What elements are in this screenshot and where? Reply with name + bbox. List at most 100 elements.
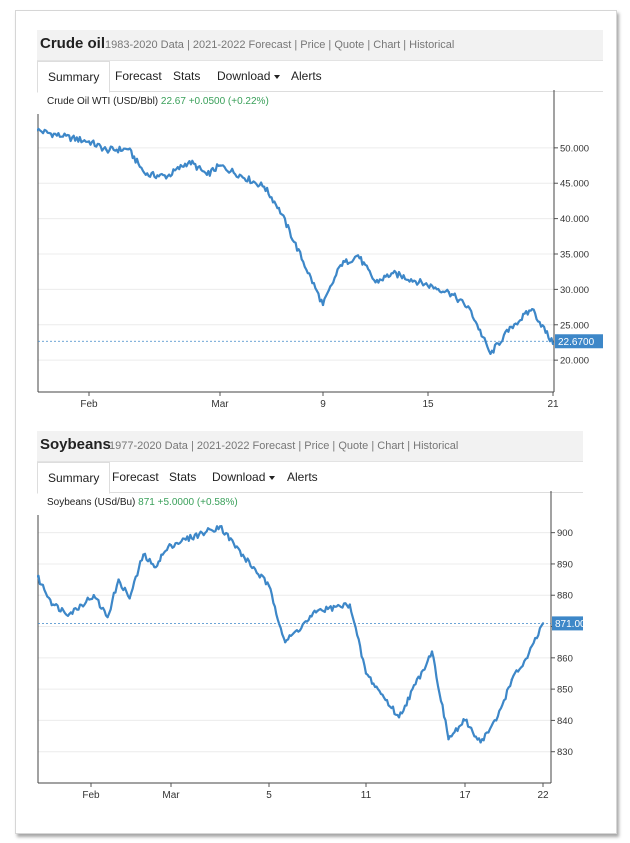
x-tick-label: Mar (162, 790, 180, 801)
data-point (218, 164, 222, 167)
data-point (348, 603, 352, 606)
tab-forecast[interactable]: Forecast (115, 69, 162, 83)
y-tick-label: 20.000 (560, 356, 589, 367)
data-point (205, 173, 209, 176)
nav-links[interactable]: 1977-2020 Data | 2021-2022 Forecast | Pr… (109, 440, 459, 452)
data-point (530, 308, 534, 311)
data-point (243, 556, 246, 559)
tab-stats[interactable]: Stats (173, 69, 201, 83)
data-point (526, 656, 529, 660)
data-point (105, 148, 108, 152)
data-point (447, 737, 450, 741)
data-point (153, 565, 156, 569)
data-point (87, 140, 91, 143)
x-tick-label: 9 (320, 399, 326, 410)
current-price-label: 871.00 (555, 619, 583, 630)
data-point (468, 307, 471, 310)
data-point (277, 206, 281, 210)
soybeans-panel: Soybeans 1977-2020 Data | 2021-2022 Fore… (37, 431, 583, 801)
x-tick-label: 11 (361, 790, 372, 801)
tab-alerts[interactable]: Alerts (287, 470, 318, 484)
legend-change: +5.0000 (+0.58%) (157, 497, 238, 508)
current-price-label: 22.6700 (558, 337, 595, 348)
chart-legend: Soybeans (USd/Bu) 871 +5.0000 (+0.58%) (47, 497, 238, 508)
data-point (106, 615, 109, 619)
data-point (430, 650, 434, 653)
x-tick-label: Feb (80, 399, 98, 410)
soybeans-chart[interactable]: 830840850860870880890900FebMar5111722871… (37, 491, 583, 801)
y-tick-label: 840 (557, 716, 573, 727)
y-tick-label: 860 (557, 653, 573, 664)
data-point (218, 525, 222, 528)
legend-price: 871 (138, 497, 155, 508)
y-tick-label: 25.000 (560, 320, 589, 331)
data-point (374, 281, 377, 284)
current-price-badge (552, 616, 583, 631)
caret-down-icon (269, 475, 276, 480)
commodity-title: Soybeans (40, 436, 111, 453)
legend-change: +0.0500 (+0.22%) (188, 96, 269, 107)
crude-oil-panel: Crude oil 1983-2020 Data | 2021-2022 For… (37, 30, 603, 410)
data-point (551, 342, 555, 346)
legend-symbol: Crude Oil WTI (USD/Bbl) (47, 96, 159, 107)
x-tick-label: 21 (547, 399, 559, 410)
data-point (267, 584, 271, 588)
screenshot-frame (15, 10, 617, 834)
tab-download[interactable]: Download (202, 462, 285, 492)
tab-stats[interactable]: Stats (169, 470, 197, 484)
data-point (479, 741, 482, 744)
data-point (166, 174, 169, 178)
title-bar: Crude oil 1983-2020 Data | 2021-2022 For… (37, 30, 603, 61)
data-point (37, 575, 39, 578)
x-tick-label: Feb (82, 790, 100, 801)
data-point (169, 543, 173, 547)
legend-symbol: Soybeans (USd/Bu) (47, 497, 136, 508)
x-tick-label: 17 (459, 790, 471, 801)
data-point (52, 603, 55, 606)
x-tick-label: Mar (211, 399, 229, 410)
series-line (37, 127, 555, 355)
nav-links[interactable]: 1983-2020 Data | 2021-2022 Forecast | Pr… (105, 39, 455, 51)
data-point (397, 716, 401, 719)
y-tick-label: 850 (557, 685, 573, 696)
data-point (541, 622, 545, 625)
data-point (489, 352, 492, 355)
data-point (92, 594, 95, 597)
data-point (391, 271, 395, 275)
data-point (283, 640, 287, 644)
data-point (510, 678, 513, 681)
current-price-badge (555, 334, 603, 349)
y-tick-label: 890 (557, 559, 573, 570)
data-point (161, 553, 164, 556)
y-tick-label: 830 (557, 747, 573, 758)
data-point (495, 719, 498, 722)
data-point (142, 553, 145, 556)
data-point (61, 135, 65, 138)
y-tick-label: 880 (557, 591, 573, 602)
data-point (339, 264, 342, 267)
chart-legend: Crude Oil WTI (USD/Bbl) 22.67 +0.0500 (+… (47, 96, 269, 107)
tab-forecast[interactable]: Forecast (112, 470, 159, 484)
x-tick-label: 22 (537, 790, 549, 801)
data-point (68, 612, 71, 616)
crude-oil-chart[interactable]: 20.000 25.000 30.000 35.000 40.000 45.000 50.0… (37, 90, 603, 410)
data-point (447, 291, 451, 294)
y-tick-label: 45.000 (560, 179, 589, 190)
tab-download[interactable]: Download (207, 61, 290, 91)
data-point (356, 254, 360, 257)
tab-summary[interactable]: Summary (37, 462, 111, 494)
x-tick-label: 5 (266, 790, 272, 801)
tab-alerts[interactable]: Alerts (291, 69, 322, 83)
y-tick-label: 30.000 (560, 285, 589, 296)
tab-summary[interactable]: Summary (37, 61, 111, 93)
data-point (316, 609, 319, 613)
series-line (37, 525, 544, 744)
data-point (321, 303, 325, 307)
data-point (37, 128, 39, 132)
data-point (117, 578, 120, 581)
data-point (463, 719, 467, 722)
data-point (262, 185, 266, 188)
y-tick-label: 40.000 (560, 214, 589, 225)
commodity-title: Crude oil (40, 35, 106, 52)
x-tick-label: 15 (422, 399, 434, 410)
